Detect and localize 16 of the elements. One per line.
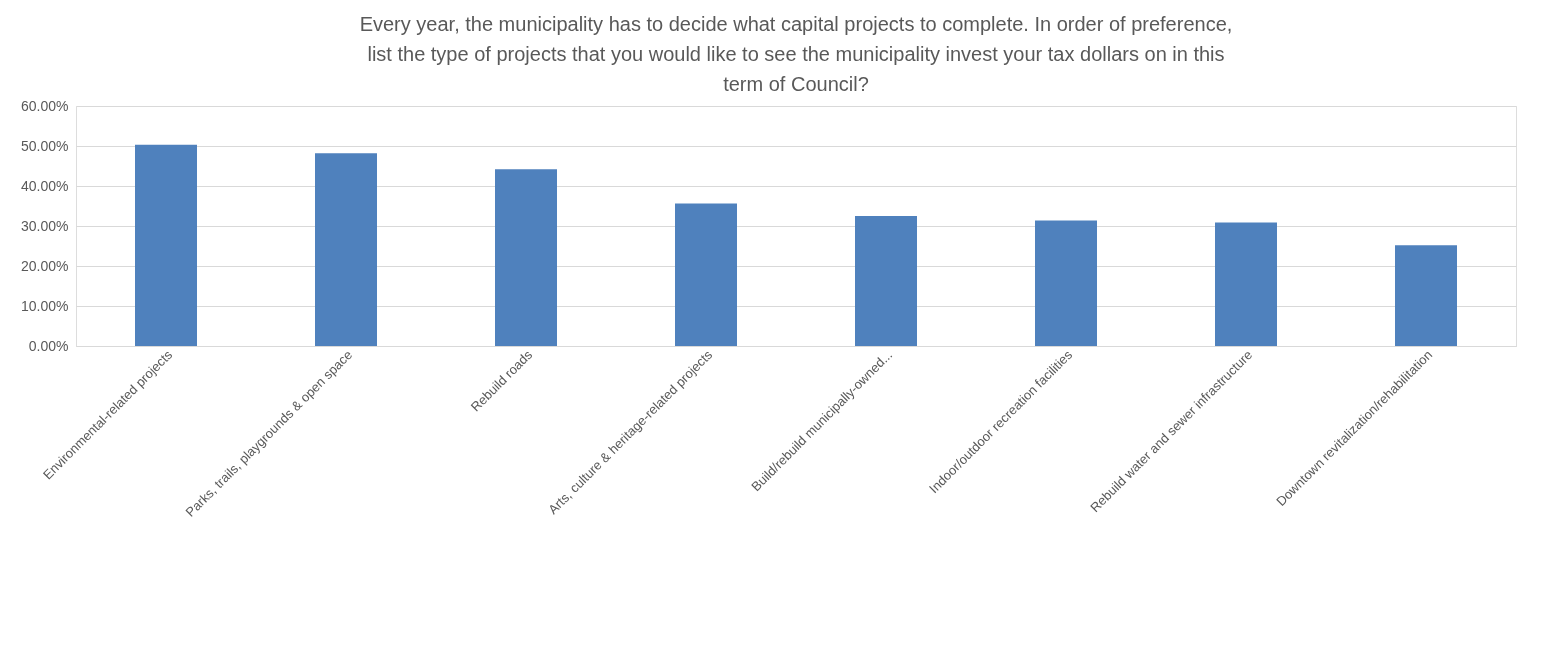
bar [1395,245,1457,346]
y-tick-label: 0.00% [28,337,69,354]
y-tick-label: 30.00% [21,217,69,234]
chart-title: Every year, the municipality has to decide what capital projects to complete. In order of preference, list the type of projects that you would like to see the municipality invest your tax dollars on in this term of Council? [359,13,1233,95]
y-tick-label: 10.00% [21,297,69,314]
bar [675,203,737,346]
bar [1035,220,1097,346]
bar [315,153,377,346]
y-tick-label: 50.00% [21,137,69,154]
bar [135,144,197,346]
bar [1215,222,1277,346]
y-tick-label: 60.00% [21,97,69,114]
y-tick-label: 40.00% [21,177,69,194]
bar [495,169,557,346]
bar [855,216,917,346]
y-tick-label: 20.00% [21,257,69,274]
